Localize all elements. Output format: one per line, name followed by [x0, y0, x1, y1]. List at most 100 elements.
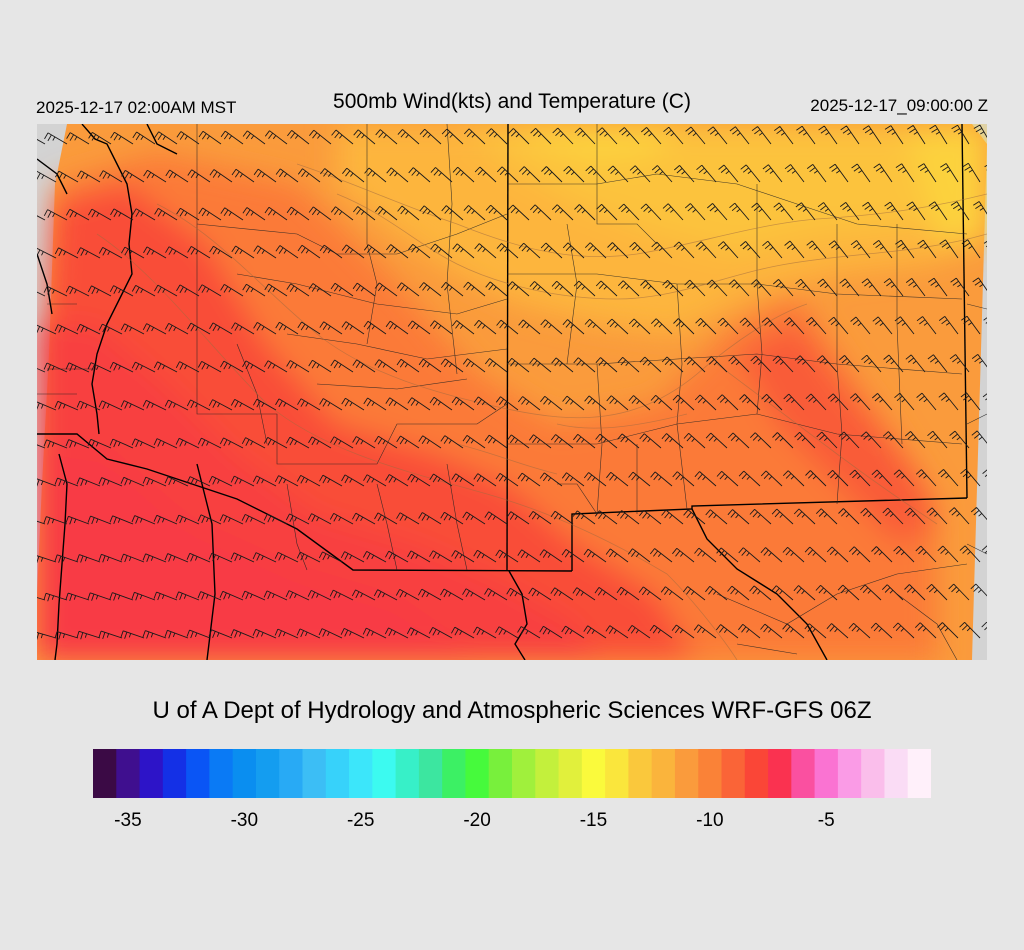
wind-barb [694, 471, 717, 487]
wind-barb [275, 168, 299, 183]
wind-barb [904, 507, 926, 525]
wind-barb [375, 129, 398, 145]
wind-barb [452, 166, 475, 183]
wind-barb [485, 204, 508, 221]
wind-barb [264, 283, 288, 297]
wind-barb [363, 320, 387, 335]
wind-barb [573, 280, 596, 297]
wind-barb [451, 626, 475, 639]
wind-barb [274, 551, 299, 563]
wind-barb [385, 397, 409, 411]
wind-barb [728, 355, 750, 373]
wind-barb [253, 322, 277, 335]
wind-barb [87, 438, 112, 449]
wind-barb [915, 469, 937, 487]
wind-barb [342, 167, 365, 183]
wind-barb [673, 241, 695, 259]
wind-barb [209, 169, 233, 183]
colorbar-cell [791, 749, 816, 798]
wind-barb [948, 583, 970, 601]
wind-barb [352, 512, 376, 525]
wind-barb [773, 279, 794, 297]
wind-barb [418, 512, 442, 525]
wind-barb [98, 247, 123, 259]
wind-barb [962, 162, 981, 183]
wind-barb [131, 438, 156, 449]
wind-barb [871, 546, 893, 563]
wind-barb [186, 552, 211, 563]
wind-barb [219, 514, 244, 525]
wind-barb [198, 130, 222, 145]
wind-barb [617, 280, 640, 297]
wind-barb [407, 550, 431, 563]
wind-barb [241, 513, 266, 525]
wind-barb [43, 439, 68, 449]
wind-barb [584, 318, 607, 335]
wind-barb [551, 357, 574, 373]
wind-barb [673, 318, 695, 335]
wind-barb [529, 357, 552, 373]
wind-barb [219, 437, 244, 449]
colorbar-cell [907, 749, 931, 798]
wind-barb [242, 207, 266, 221]
wind-barb [219, 590, 244, 601]
wind-barb [120, 400, 145, 411]
wind-barb [729, 126, 750, 145]
wind-barb [154, 131, 178, 145]
wind-barb [662, 279, 684, 297]
wind-barb [518, 242, 541, 259]
wind-barb [671, 624, 695, 639]
wind-barb [429, 473, 453, 487]
wind-barbs [37, 124, 987, 640]
wind-barb [948, 507, 970, 525]
wind-barb [983, 240, 987, 248]
wind-barb [861, 354, 882, 373]
wind-barb [330, 436, 354, 449]
wind-barb [815, 584, 838, 601]
wind-barb [253, 168, 277, 183]
wind-barb [353, 129, 376, 145]
wind-barb [528, 587, 552, 601]
wind-barb [649, 548, 673, 563]
weather-map [37, 124, 987, 660]
wind-barb [187, 169, 211, 183]
wind-barb [363, 397, 387, 411]
wind-barb [131, 591, 156, 601]
wind-barb [674, 165, 695, 183]
wind-barb [929, 124, 948, 145]
wind-barb [884, 201, 904, 221]
wind-barb [396, 282, 420, 297]
wind-barb [176, 207, 200, 221]
wind-barb [43, 209, 68, 221]
wind-barb [782, 546, 805, 563]
wind-barb [275, 321, 299, 335]
wind-barb [142, 553, 167, 563]
wind-barb [649, 624, 673, 639]
wind-barb [507, 204, 530, 221]
wind-barb [528, 511, 552, 525]
wind-barb [518, 319, 541, 335]
wind-barb [640, 280, 662, 297]
wind-barb [318, 628, 343, 639]
wind-barb [286, 283, 310, 297]
wind-barb [407, 473, 431, 487]
wind-barb [873, 163, 893, 183]
wind-barb [574, 204, 596, 221]
wind-barb [804, 546, 827, 563]
wind-barb [950, 277, 970, 297]
wind-barb [37, 478, 57, 487]
wind-barb [551, 204, 574, 221]
wind-barb [539, 549, 563, 563]
wind-barb [329, 589, 354, 601]
wind-barb [695, 241, 717, 259]
wind-barb [341, 474, 365, 487]
wind-barb [131, 515, 156, 525]
wind-barb [660, 586, 684, 601]
wind-barb [627, 548, 651, 563]
wind-barb [672, 471, 695, 487]
wind-barb [661, 356, 684, 373]
wind-barb [99, 170, 123, 183]
wind-barb [806, 240, 827, 259]
wind-barb [208, 399, 233, 411]
wind-barb [375, 205, 398, 221]
